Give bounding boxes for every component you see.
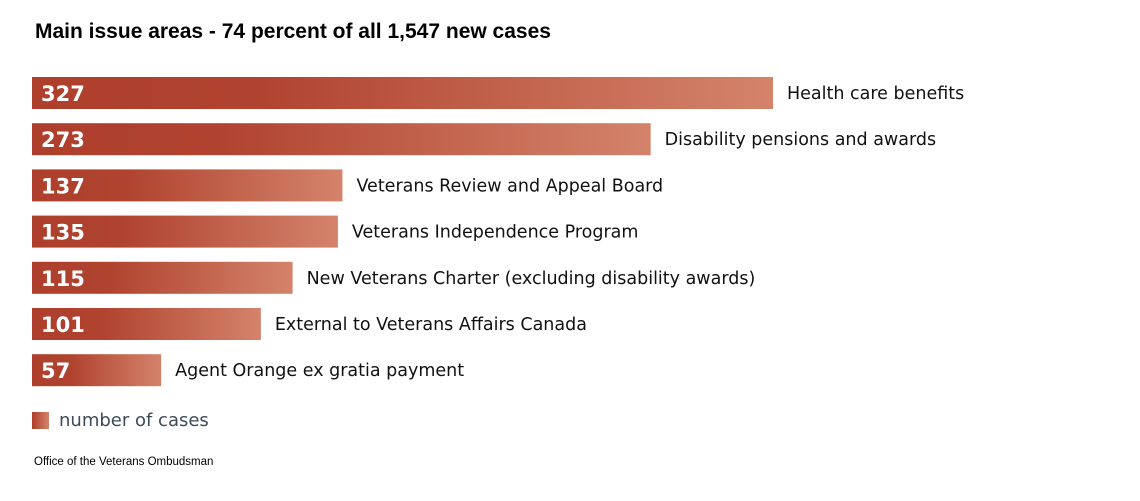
bar-value-label: 137 [41,174,85,198]
bar-value-label: 135 [41,221,85,245]
bar [32,354,162,387]
bar-value-label: 115 [41,267,85,291]
category-label: New Veterans Charter (excluding disabili… [307,269,756,289]
bar [32,308,261,340]
bar [32,169,343,202]
bar-value-label: 327 [41,82,85,106]
bar-value-label: 101 [41,313,85,337]
category-label: Health care benefits [787,84,964,104]
legend: number of cases [32,410,209,431]
source-credit: Office of the Veterans Ombudsman [34,456,214,468]
category-label: Veterans Review and Appeal Board [356,176,663,196]
bar-chart: 327 Health care benefits 273 Disability pen… [32,77,964,387]
category-label: Disability pensions and awards [665,130,936,150]
legend-swatch [32,412,49,429]
category-label: External to Veterans Affairs Canada [275,315,587,335]
bar-value-label: 57 [41,359,70,383]
legend-label: number of cases [59,410,209,431]
bar [32,215,338,248]
chart-title: Main issue areas - 74 percent of all 1,5… [35,20,551,43]
bar-value-label: 273 [41,128,85,152]
bar [32,123,651,156]
category-label: Agent Orange ex gratia payment [175,361,464,381]
bar [32,261,293,294]
bar [32,77,773,109]
category-label: Veterans Independence Program [352,223,639,243]
